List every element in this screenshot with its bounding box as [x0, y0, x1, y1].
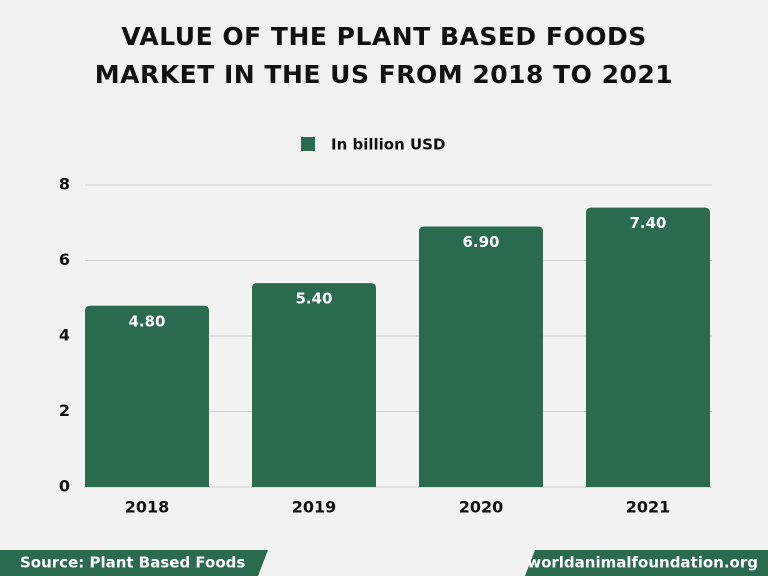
- value-label: 6.90: [462, 233, 499, 251]
- y-tick-label: 0: [59, 477, 70, 496]
- legend-swatch: [301, 137, 315, 151]
- x-tick-label: 2018: [125, 498, 170, 517]
- x-tick-label: 2019: [292, 498, 337, 517]
- legend-label: In billion USD: [331, 136, 445, 154]
- value-label: 5.40: [295, 290, 332, 308]
- y-tick-label: 2: [59, 401, 70, 420]
- source: Source: Plant Based Foods: [20, 554, 245, 572]
- credit-banner: [525, 550, 768, 576]
- value-label: 7.40: [629, 214, 666, 232]
- source-banner: [0, 550, 268, 576]
- bar: [85, 305, 209, 487]
- y-tick-label: 6: [59, 250, 70, 269]
- y-tick-label: 8: [59, 175, 70, 194]
- x-tick-label: 2020: [459, 498, 504, 517]
- x-tick-label: 2021: [626, 498, 671, 517]
- y-tick-label: 4: [59, 326, 70, 345]
- bar: [586, 207, 710, 487]
- chart-title: VALUE OF THE PLANT BASED FOODS MARKET IN…: [94, 22, 674, 89]
- credit: worldanimalfoundation.org: [527, 554, 758, 572]
- bar: [252, 283, 376, 487]
- bar: [419, 226, 543, 487]
- value-label: 4.80: [128, 312, 165, 330]
